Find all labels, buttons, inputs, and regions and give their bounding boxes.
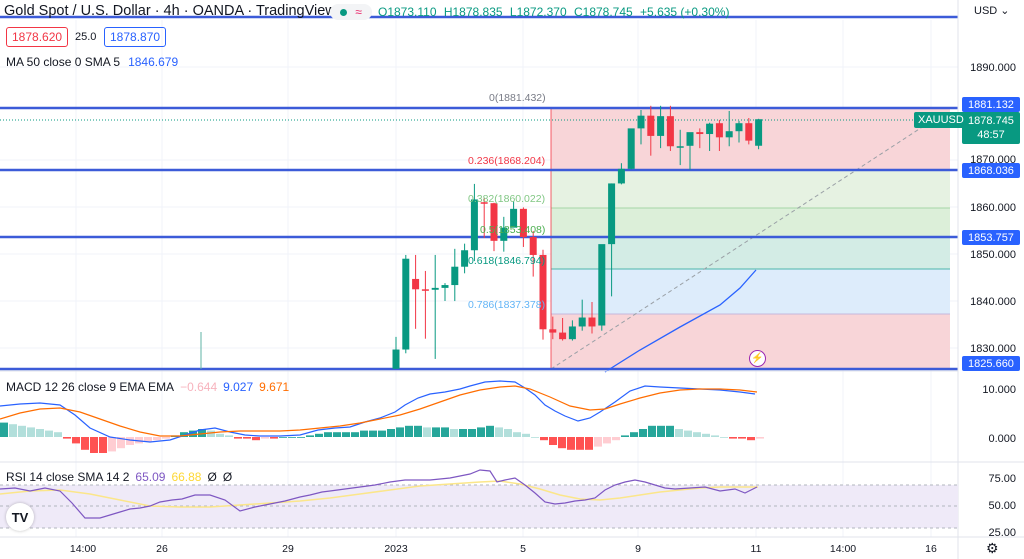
rsi-band [0,485,958,528]
time-tick: 26 [156,543,168,555]
ma-legend[interactable]: MA 50 close 0 SMA 5 1846.679 [6,55,178,69]
alert-lightning-icon[interactable]: ⚡ [749,350,766,367]
hline-price-tag[interactable]: 1881.132 [962,97,1020,112]
market-open-dot-icon [340,8,348,16]
low-value: L1872.370 [509,5,567,19]
rsi-extra-value: Ø [207,470,217,484]
rsi-line [0,469,758,519]
status-indicators[interactable]: ≈ [330,4,372,20]
rsi-tick: 50.00 [988,500,1016,512]
fib-level-0618: 0.618(1846.794) [468,255,546,267]
macd-histogram-value: −0.644 [180,380,218,394]
macd-line [0,380,756,443]
fib-level-0: 0(1881.432) [489,92,546,104]
symbol-tag: XAUUSD [914,112,968,128]
settings-gear-icon[interactable]: ⚙ [986,540,999,556]
time-tick: 2023 [384,543,408,555]
bar-countdown: 48:57 [977,129,1005,141]
ma-legend-value: 1846.679 [128,55,179,69]
time-tick: 14:00 [69,543,97,555]
time-tick: 14:00 [829,543,857,555]
open-value: O1873.110 [378,5,437,19]
tradingview-logo-icon[interactable]: TV [6,503,34,531]
rsi-tick: 75.00 [988,473,1016,485]
fib-level-0236: 0.236(1868.204) [468,155,546,167]
buy-button[interactable]: 1878.870 [104,27,167,47]
time-tick: 11 [750,543,762,555]
rsi-legend[interactable]: RSI 14 close SMA 14 2 65.09 66.88 Ø Ø [6,470,232,484]
candlesticks [200,105,763,369]
high-value: H1878.835 [443,5,503,19]
ma-line [604,269,757,373]
macd-signal-line [0,385,758,437]
price-tick: 1860.000 [970,202,1016,214]
rsi-sma-line [0,480,758,508]
macd-signal-value: 9.671 [259,380,290,394]
macd-legend[interactable]: MACD 12 26 close 9 EMA EMA −0.644 9.027 … [6,380,289,394]
currency-selector[interactable]: USD ⌄ [974,5,1010,17]
rsi-sma-value: 66.88 [171,470,202,484]
horizontal-lines[interactable] [0,15,958,371]
delayed-data-icon: ≈ [355,5,362,19]
last-price-value: 1878.745 [968,115,1014,127]
last-price-tag: 1878.745 48:57 [962,112,1020,144]
fib-level-0382: 0.382(1860.022) [468,193,546,205]
fib-level-05: 0.5(1853.408) [480,224,546,236]
hline-price-tag[interactable]: 1868.036 [962,163,1020,178]
time-tick: 16 [925,543,937,555]
ma-legend-label: MA 50 close 0 SMA 5 [6,55,121,69]
macd-tick: 0.000 [988,433,1016,445]
chart-title: Gold Spot / U.S. Dollar · 4h · OANDA · T… [4,3,336,19]
close-value: C1878.745 [573,5,633,19]
macd-histogram [0,422,764,453]
fib-level-0786: 0.786(1837.378) [468,299,546,311]
change-value: +5.635 (+0.30%) [640,5,730,19]
spread-value: 25.0 [75,31,97,43]
ohlc-values: O1873.110 H1878.835 L1872.370 C1878.745 … [378,5,733,19]
hline-price-tag[interactable]: 1825.660 [962,356,1020,371]
hline-price-tag[interactable]: 1853.757 [962,230,1020,245]
macd-tick: 10.000 [982,384,1016,396]
price-tick: 1840.000 [970,296,1016,308]
rsi-extra-value: Ø [222,470,233,484]
price-tick: 1830.000 [970,343,1016,355]
rsi-value: 65.09 [135,470,166,484]
price-tick: 1850.000 [970,249,1016,261]
time-tick: 29 [282,543,294,555]
macd-value: 9.027 [223,380,254,394]
price-tick: 1890.000 [970,62,1016,74]
time-tick: 9 [635,543,641,555]
time-tick: 5 [520,543,526,555]
macd-legend-label: MACD 12 26 close 9 EMA EMA [6,380,175,394]
rsi-legend-label: RSI 14 close SMA 14 2 [6,470,130,484]
rsi-tick: 25.00 [988,527,1016,537]
sell-button[interactable]: 1878.620 [6,27,69,47]
